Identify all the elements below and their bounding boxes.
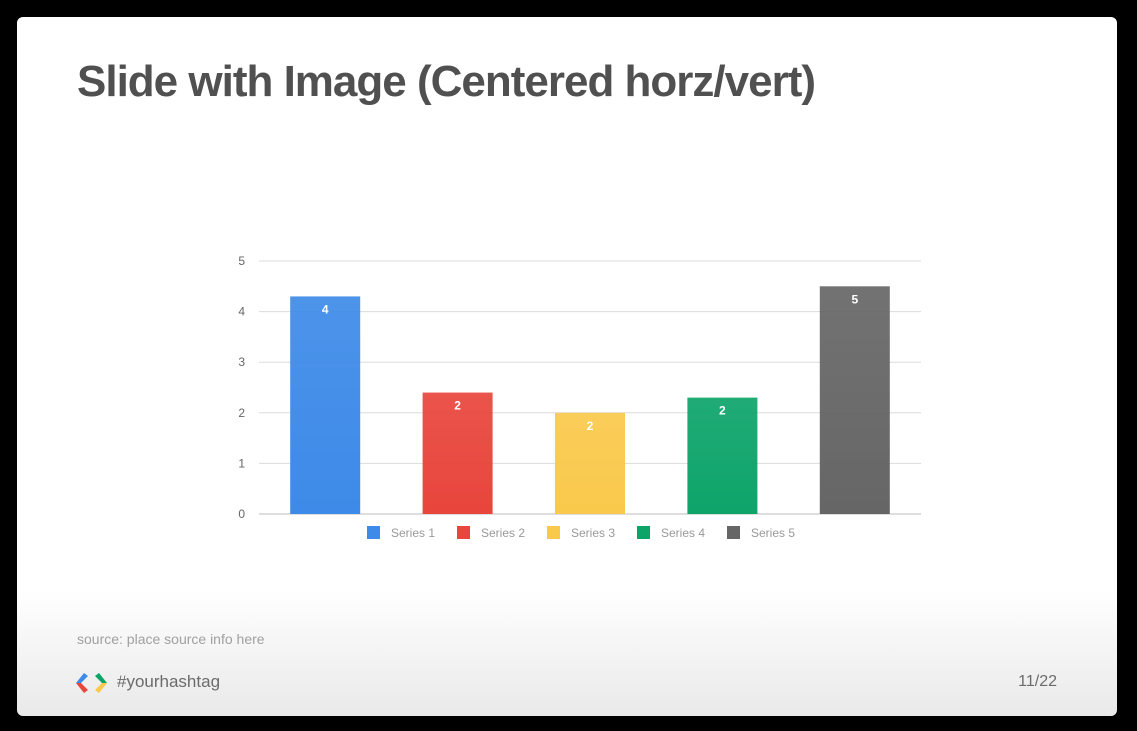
y-tick-label: 1 xyxy=(238,456,245,470)
legend-label: Series 2 xyxy=(481,526,525,540)
legend-item: Series 4 xyxy=(637,526,705,540)
legend-label: Series 5 xyxy=(751,526,795,540)
google-developers-logo-icon xyxy=(76,670,107,696)
bar-series-5 xyxy=(819,286,890,514)
legend-label: Series 3 xyxy=(571,526,615,540)
bar-series-2 xyxy=(422,392,493,514)
bar-series-1 xyxy=(290,296,361,514)
legend-swatch xyxy=(457,526,470,539)
legend-item: Series 2 xyxy=(457,526,525,540)
y-tick-label: 2 xyxy=(238,406,245,420)
legend-item: Series 3 xyxy=(547,526,615,540)
slide: Slide with Image (Centered horz/vert) 0 1… xyxy=(17,17,1117,716)
legend-swatch xyxy=(547,526,560,539)
legend-item: Series 1 xyxy=(367,526,435,540)
chart-bars xyxy=(290,286,890,514)
chart-legend: Series 1 Series 2 Series 3 Series 4 Series 5 xyxy=(367,526,795,540)
data-label: 2 xyxy=(719,404,726,418)
chart-gridlines xyxy=(259,260,921,515)
page-number: 11/22 xyxy=(1018,673,1057,690)
legend-label: Series 4 xyxy=(661,526,705,540)
y-tick-label: 3 xyxy=(238,355,245,369)
data-label: 2 xyxy=(587,419,594,433)
data-label: 4 xyxy=(322,302,329,316)
data-label: 5 xyxy=(851,292,858,306)
y-tick-label: 5 xyxy=(238,254,245,268)
legend-label: Series 1 xyxy=(391,526,435,540)
y-axis: 0 1 2 3 4 5 xyxy=(238,254,245,521)
slide-title: Slide with Image (Centered horz/vert) xyxy=(77,57,816,106)
bar-series-3 xyxy=(555,412,625,514)
data-labels: 4 2 2 2 5 xyxy=(322,292,859,433)
legend-swatch xyxy=(727,526,740,539)
bar-series-4 xyxy=(687,397,758,514)
data-label: 2 xyxy=(454,399,461,413)
hashtag: #yourhashtag xyxy=(117,672,221,691)
source-note: source: place source info here xyxy=(77,631,265,647)
legend-swatch xyxy=(637,526,650,539)
y-tick-label: 0 xyxy=(238,507,245,521)
y-tick-label: 4 xyxy=(238,305,245,319)
legend-swatch xyxy=(367,526,380,539)
legend-item: Series 5 xyxy=(727,526,795,540)
